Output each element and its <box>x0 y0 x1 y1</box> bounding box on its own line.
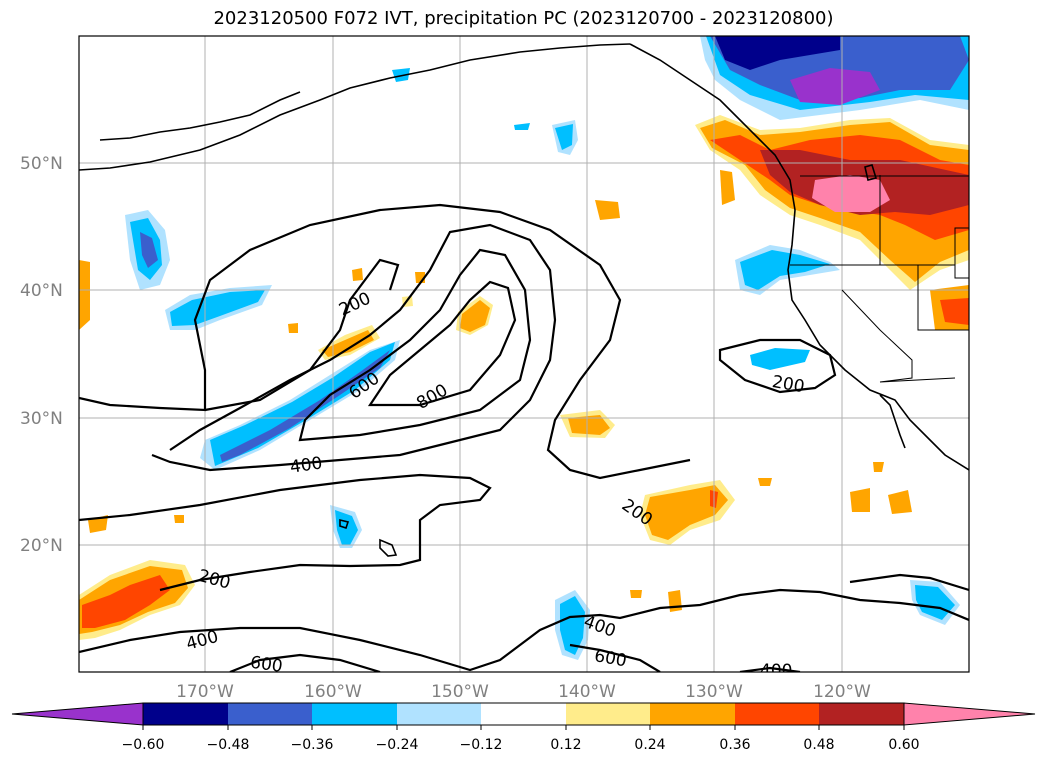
contour-800-ring <box>367 280 517 407</box>
contour-600-south-2 <box>569 643 661 672</box>
pos-area-sub-4 <box>888 490 912 514</box>
pos-area-sub-6 <box>873 462 884 472</box>
colorbar-bin <box>228 703 312 725</box>
colorbar-bin <box>566 703 650 725</box>
pos-area-ar-024 <box>322 330 374 357</box>
pos-area-dot-3 <box>288 323 298 333</box>
pos-area-sub-10 <box>174 515 184 523</box>
colorbar-tick-label: −0.12 <box>460 737 503 753</box>
lon-label-160w: 160°W <box>304 682 362 702</box>
colorbar-tick-label: −0.60 <box>122 737 165 753</box>
coast-baja <box>879 394 906 449</box>
colorbar-bin <box>650 703 735 725</box>
lat-label-40n: 40°N <box>20 281 63 301</box>
lon-label-150w: 150°W <box>431 682 489 702</box>
colorbar-tick-label: 0.24 <box>634 737 665 753</box>
lon-label-120w: 120°W <box>813 682 871 702</box>
ivt-contours <box>79 203 969 672</box>
contour-400-se <box>739 666 801 672</box>
contour-label: 400 <box>760 661 792 681</box>
neg-area-alaska-060 <box>790 68 880 105</box>
coastlines <box>79 43 969 557</box>
neg-area-ar-036 <box>220 350 390 462</box>
colorbar: −0.60 −0.48 −0.36 −0.24 −0.12 0.12 0.24 … <box>11 702 1036 753</box>
colorbar-tick-label: −0.24 <box>376 737 419 753</box>
pos-area-sub-5 <box>758 478 772 486</box>
pos-area-sub-3 <box>850 488 870 512</box>
colorbar-bin <box>481 703 566 725</box>
colorbar-bin <box>143 703 228 725</box>
contour-400-south <box>79 588 969 672</box>
lat-label-30n: 30°N <box>20 409 63 429</box>
pos-area-nevada-036 <box>940 298 969 325</box>
neg-area-ca-small <box>750 348 810 370</box>
colorbar-frame <box>142 702 905 726</box>
contour-label: 400 <box>289 453 324 477</box>
neg-area-ar-024 <box>210 342 395 466</box>
coast-hawaii-oahu <box>339 518 350 530</box>
pos-area-sub-1-024 <box>568 415 610 435</box>
pos-area-sw-036 <box>82 575 170 628</box>
coast-alaska-aleutians <box>79 43 631 171</box>
neg-area-alaska-048 <box>715 36 840 70</box>
precipitation-shading <box>79 36 969 660</box>
colorbar-tick-label: 0.60 <box>888 737 919 753</box>
neg-area-goa-2 <box>514 123 530 130</box>
neg-area-goa-1-024 <box>555 124 573 150</box>
pos-area-goa <box>595 200 620 220</box>
borders <box>790 175 969 383</box>
border-or-ca-id <box>790 175 881 266</box>
pos-area-sub-8 <box>668 590 682 612</box>
lon-label-130w: 130°W <box>685 682 743 702</box>
longitude-labels: 170°W 160°W 150°W 140°W 130°W 120°W <box>176 682 871 702</box>
contour-200-se <box>849 573 969 592</box>
neg-area-south-1-024 <box>560 596 585 655</box>
colorbar-tick-label: −0.48 <box>207 737 250 753</box>
pos-area-dot-1 <box>352 268 363 281</box>
contour-200-south <box>79 473 492 592</box>
pos-area-west-edge <box>79 260 90 330</box>
colorbar-extend-high <box>903 702 1036 726</box>
coast-hawaii-big-island <box>379 538 398 557</box>
coast-west-north-america <box>629 43 969 471</box>
pos-area-sub-2-024 <box>645 485 728 540</box>
contour-label: 600 <box>249 653 284 677</box>
contour-600-ring <box>298 248 532 442</box>
colorbar-extend-low <box>11 702 144 726</box>
lat-label-50n: 50°N <box>20 154 63 174</box>
contour-200-inner <box>204 258 400 412</box>
lon-label-140w: 140°W <box>558 682 616 702</box>
graticule <box>79 36 969 672</box>
colorbar-tick-label: 0.12 <box>550 737 581 753</box>
map-title: 2023120500 F072 IVT, precipitation PC (2… <box>213 8 834 29</box>
border-utah-box <box>954 227 969 279</box>
pos-area-small-1 <box>720 170 735 205</box>
pos-area-central-024 <box>460 300 490 332</box>
latitude-labels: 50°N 40°N 30°N 20°N <box>20 154 63 556</box>
colorbar-bin <box>819 703 904 725</box>
contour-600-south <box>229 653 381 672</box>
lon-label-170w: 170°W <box>176 682 234 702</box>
border-nv-az <box>917 265 969 331</box>
colorbar-tick-label: 0.36 <box>719 737 750 753</box>
colorbar-bin <box>735 703 819 725</box>
neg-area-west-2-024 <box>170 290 265 326</box>
map-frame <box>78 35 970 673</box>
colorbar-tick-label: −0.36 <box>291 737 334 753</box>
lat-label-20n: 20°N <box>20 536 63 556</box>
colorbar-bin <box>397 703 481 725</box>
contour-400-ring <box>151 223 557 472</box>
coast-aleutian-islands <box>99 91 301 141</box>
neg-area-west-1-036 <box>140 232 158 268</box>
pos-area-sub-7 <box>630 590 642 598</box>
colorbar-ticks <box>142 725 905 730</box>
pos-area-pnw-060 <box>812 175 890 212</box>
contour-200-main <box>79 203 691 480</box>
neg-area-ca-024 <box>740 250 830 290</box>
contour-200-ca <box>718 338 837 394</box>
colorbar-tick-label: 0.48 <box>803 737 834 753</box>
border-ca-nv-mx <box>841 289 956 383</box>
colorbar-bin <box>312 703 397 725</box>
